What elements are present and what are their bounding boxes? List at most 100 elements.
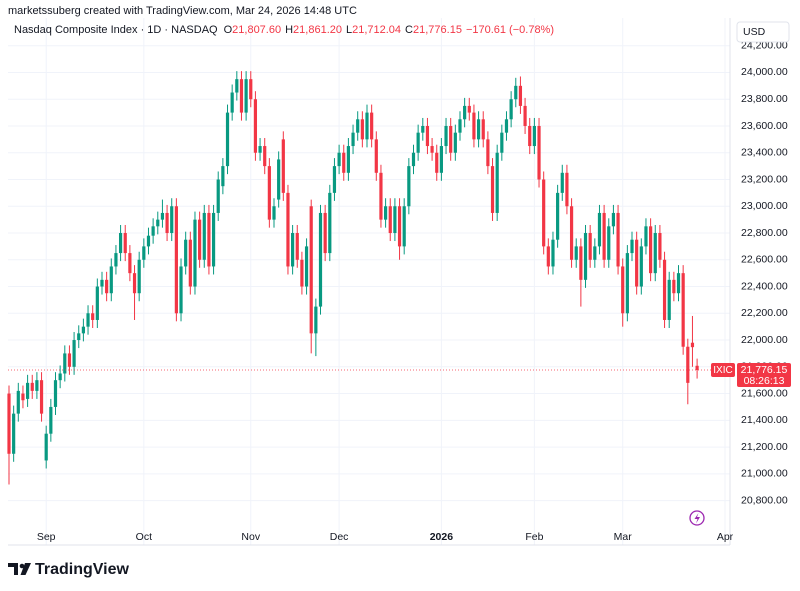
y-tick-label: 22,400.00 bbox=[741, 280, 788, 292]
candle-body bbox=[602, 212, 606, 260]
y-tick-label: 22,800.00 bbox=[741, 227, 788, 239]
candle-body bbox=[439, 146, 443, 173]
candle-body bbox=[430, 146, 434, 153]
candle-body bbox=[109, 266, 113, 294]
candle-body bbox=[118, 233, 123, 254]
candle-body bbox=[230, 92, 234, 113]
last-price: 21,776.15 bbox=[741, 364, 788, 376]
candle-body bbox=[593, 246, 597, 260]
candle-body bbox=[402, 206, 406, 247]
ohlc-key: H bbox=[285, 24, 293, 36]
candle-body bbox=[188, 239, 192, 287]
candle-body bbox=[523, 105, 527, 126]
candle-body bbox=[198, 219, 202, 260]
y-tick-label: 23,200.00 bbox=[741, 173, 788, 185]
candle-body bbox=[193, 219, 197, 287]
x-tick-label: Apr bbox=[717, 531, 734, 543]
symbol-box bbox=[711, 363, 735, 377]
alert-bolt[interactable] bbox=[694, 513, 701, 524]
candle-body bbox=[170, 206, 174, 234]
candle-body bbox=[16, 390, 20, 414]
candle-body bbox=[481, 119, 485, 140]
candle-body bbox=[374, 139, 378, 173]
candle-body bbox=[202, 212, 206, 260]
candle-body bbox=[244, 79, 248, 113]
candle-body bbox=[137, 259, 141, 294]
candle-body bbox=[472, 112, 476, 140]
ohlc-legend: O 21,807.60 H 21,861.20 L 21,712.04 C 21,776.15… bbox=[224, 24, 554, 36]
candle-body bbox=[546, 246, 550, 267]
candle-body bbox=[397, 206, 402, 247]
candle-body bbox=[58, 373, 62, 381]
candle-body bbox=[495, 152, 499, 213]
y-tick-label: 22,200.00 bbox=[741, 307, 788, 319]
y-tick-label: 22,000.00 bbox=[741, 334, 788, 346]
attribution: marketssuberg created with TradingView.c… bbox=[8, 5, 357, 17]
candle-body bbox=[583, 233, 588, 280]
countdown: 08:26:13 bbox=[744, 375, 785, 387]
y-tick-label: 24,000.00 bbox=[741, 66, 788, 78]
candle-body bbox=[267, 166, 271, 220]
candle-body bbox=[342, 152, 346, 173]
candle-body bbox=[421, 125, 425, 133]
y-tick-label: 23,400.00 bbox=[741, 147, 788, 159]
ohlc-key: O bbox=[224, 24, 233, 36]
currency[interactable]: USD bbox=[743, 26, 766, 38]
candle-body bbox=[221, 166, 225, 187]
candle-body bbox=[351, 132, 355, 147]
candle-body bbox=[490, 166, 495, 213]
candle-body bbox=[86, 313, 90, 327]
candle-body bbox=[309, 206, 313, 334]
candle-body bbox=[114, 253, 118, 267]
candle-body bbox=[532, 125, 536, 147]
candle-body bbox=[91, 313, 95, 320]
candle-body bbox=[132, 273, 137, 294]
candle-body bbox=[356, 119, 360, 133]
candle-body bbox=[235, 79, 239, 93]
candle-body bbox=[500, 132, 504, 153]
ohlc-value: 21,807.60 bbox=[232, 24, 281, 36]
candle-body bbox=[81, 326, 85, 334]
candle-body bbox=[690, 342, 695, 348]
candle-body bbox=[35, 380, 39, 391]
candle-body bbox=[281, 139, 285, 193]
candle-body bbox=[146, 235, 151, 247]
candle-body bbox=[291, 233, 295, 267]
candle-body bbox=[365, 112, 369, 140]
candle-body bbox=[346, 146, 351, 173]
candle-body bbox=[160, 212, 165, 220]
currency-button[interactable] bbox=[736, 21, 790, 43]
y-tick-label: 21,600.00 bbox=[741, 387, 788, 399]
candle-body bbox=[625, 253, 629, 314]
candle-body bbox=[411, 152, 416, 167]
candle-body bbox=[565, 172, 569, 207]
candle-body bbox=[630, 239, 634, 254]
candle-body bbox=[63, 353, 67, 374]
candle-body bbox=[332, 166, 337, 193]
candle-body bbox=[328, 192, 332, 254]
y-tick-label: 23,800.00 bbox=[741, 93, 788, 105]
candle-body bbox=[672, 279, 676, 294]
y-tick-label: 23,600.00 bbox=[741, 120, 788, 132]
x-tick-label: Nov bbox=[241, 531, 260, 543]
logo-mark bbox=[20, 563, 31, 575]
candle-body bbox=[514, 85, 518, 100]
ohlc-value: 21,861.20 bbox=[293, 24, 342, 36]
candle-body bbox=[639, 246, 643, 287]
alert-icon[interactable] bbox=[689, 510, 705, 526]
x-tick-label: Feb bbox=[525, 531, 543, 543]
candle-body bbox=[662, 259, 667, 320]
candle-body bbox=[77, 333, 81, 341]
candle-body bbox=[314, 306, 318, 334]
candle-body bbox=[142, 246, 146, 260]
candle-body bbox=[258, 146, 262, 153]
candle-body bbox=[360, 119, 364, 140]
candle-body bbox=[616, 212, 620, 267]
price-label: IXIC 21,776.15 08:26:13 bbox=[711, 363, 791, 387]
logo: TradingView bbox=[8, 561, 130, 578]
candle-body bbox=[658, 233, 662, 260]
x-tick-label: Mar bbox=[614, 531, 633, 543]
x-tick-label: Oct bbox=[136, 531, 152, 543]
